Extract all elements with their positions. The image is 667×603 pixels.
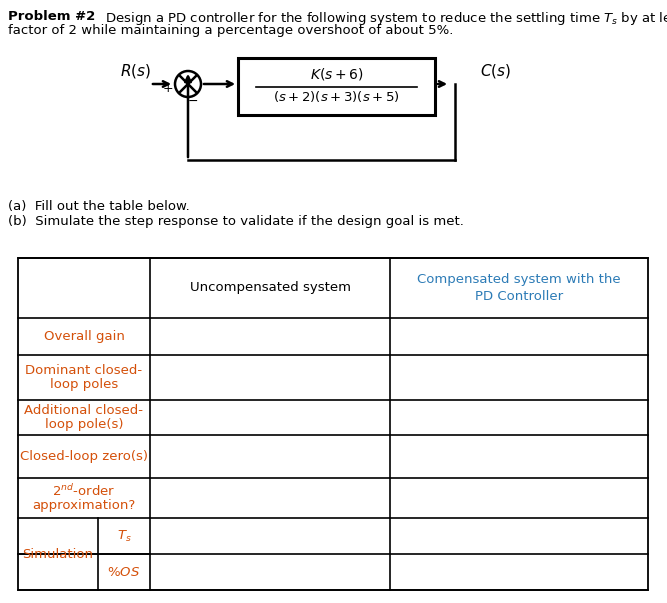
Text: loop pole(s): loop pole(s) [45, 418, 123, 431]
Bar [238, 58, 435, 115]
Text: Additional closed-: Additional closed- [25, 404, 143, 417]
Text: Compensated system with the: Compensated system with the [417, 274, 621, 286]
Text: Simulation: Simulation [23, 548, 93, 561]
Text: Problem #2: Problem #2 [8, 10, 95, 23]
Text: approximation?: approximation? [33, 499, 135, 511]
Bar [18, 258, 648, 590]
Text: Uncompensated system: Uncompensated system [189, 282, 350, 294]
Text: $R(s)$: $R(s)$ [120, 62, 151, 80]
Text: Dominant closed-: Dominant closed- [25, 364, 143, 377]
Text: (b)  Simulate the step response to validate if the design goal is met.: (b) Simulate the step response to valida… [8, 215, 464, 228]
Text: PD Controller: PD Controller [475, 289, 563, 303]
Text: loop poles: loop poles [50, 378, 118, 391]
Text: Closed-loop zero(s): Closed-loop zero(s) [20, 450, 148, 463]
Text: Design a PD controller for the following system to reduce the settling time $T_s: Design a PD controller for the following… [80, 10, 667, 27]
Text: −: − [187, 95, 198, 107]
Text: +: + [163, 81, 173, 95]
Text: (a)  Fill out the table below.: (a) Fill out the table below. [8, 200, 189, 213]
Text: $T_s$: $T_s$ [117, 528, 131, 543]
Text: $(s + 2)(s + 3)(s + 5)$: $(s + 2)(s + 3)(s + 5)$ [273, 89, 400, 104]
Text: Overall gain: Overall gain [43, 330, 125, 343]
Text: factor of 2 while maintaining a percentage overshoot of about 5%.: factor of 2 while maintaining a percenta… [8, 24, 454, 37]
Text: $2^{nd}$-order: $2^{nd}$-order [53, 483, 115, 499]
Text: $C(s)$: $C(s)$ [480, 62, 511, 80]
Text: $K(s + 6)$: $K(s + 6)$ [309, 66, 364, 81]
Text: $\%OS$: $\%OS$ [107, 566, 141, 578]
